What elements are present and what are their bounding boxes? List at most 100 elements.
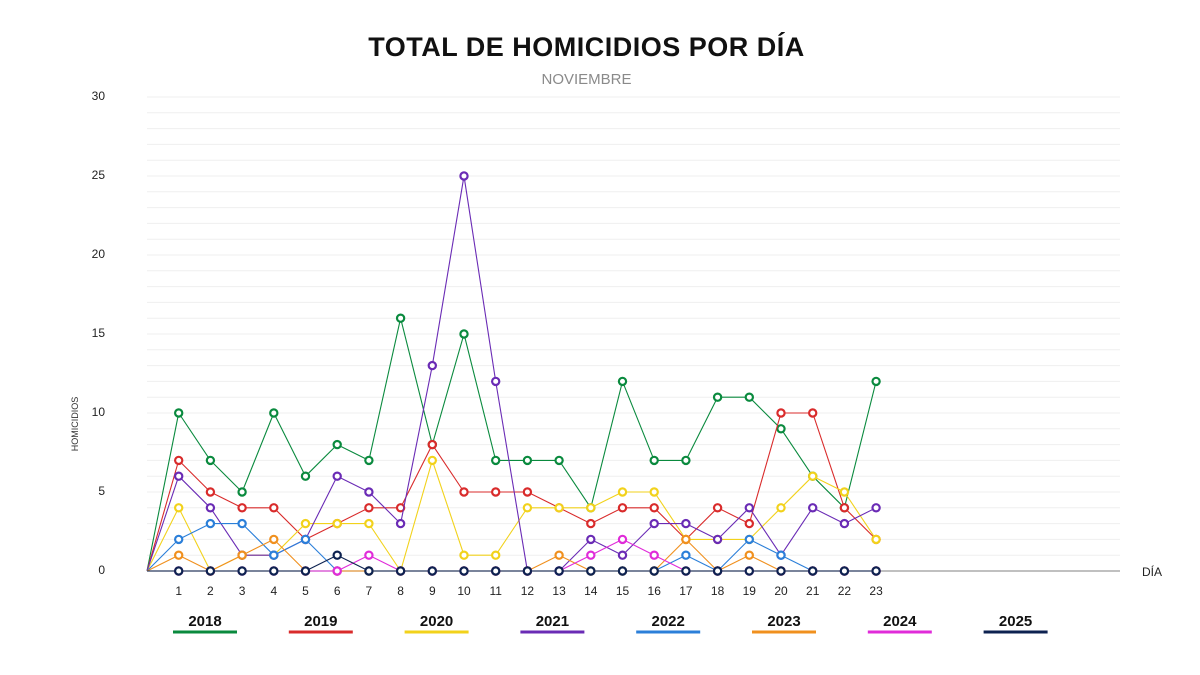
x-tick-label: 22 <box>838 584 852 598</box>
y-tick-labels: 0 5 10 15 20 25 30 <box>92 89 106 577</box>
x-tick-labels: 1 2 3 4 5 6 7 8 9 10 11 12 13 14 15 16 17 18 19 20 21 22 23 <box>175 584 883 598</box>
data-point-2018 <box>681 455 691 466</box>
legend-label: 2022 <box>652 613 685 630</box>
data-point-2024 <box>617 534 628 545</box>
data-point-2022 <box>744 534 755 545</box>
series-2021 <box>146 171 881 576</box>
data-point-2020 <box>364 518 374 529</box>
series-line-2019 <box>146 412 877 572</box>
data-point-2020 <box>808 471 818 481</box>
series-2020 <box>146 455 881 576</box>
x-tick-label: 13 <box>552 584 566 598</box>
data-point-2020 <box>617 487 628 497</box>
data-point-2020 <box>586 503 596 513</box>
y-tick-label: 10 <box>92 405 106 419</box>
data-point-2018 <box>364 455 374 466</box>
series-2018 <box>146 313 881 572</box>
x-tick-label: 21 <box>806 584 820 598</box>
legend-label: 2019 <box>304 613 337 630</box>
legend-item-2023: 2023 <box>752 613 816 634</box>
legend-item-2022: 2022 <box>636 613 701 634</box>
legend-item-2024: 2024 <box>867 613 932 634</box>
data-point-2021 <box>332 471 342 481</box>
x-tick-label: 1 <box>175 584 182 598</box>
data-point-2018 <box>871 376 881 387</box>
x-tick-label: 2 <box>207 584 214 598</box>
data-point-2021 <box>808 503 818 513</box>
data-point-2025 <box>395 566 406 576</box>
data-point-2025 <box>649 566 659 576</box>
data-point-2020 <box>839 487 850 497</box>
y-tick-label: 25 <box>92 168 106 182</box>
x-axis-title: DÍA <box>1142 564 1162 579</box>
legend-item-2021: 2021 <box>520 613 585 634</box>
data-point-2025 <box>871 566 881 576</box>
data-point-2025 <box>522 566 533 576</box>
data-point-2020 <box>776 503 786 513</box>
x-tick-label: 3 <box>239 584 246 598</box>
data-point-2020 <box>491 550 501 560</box>
data-point-2022 <box>300 534 311 545</box>
series-line-2021 <box>146 175 877 572</box>
data-point-2024 <box>586 550 596 560</box>
data-point-2021 <box>205 503 216 513</box>
y-tick-label: 20 <box>92 247 106 261</box>
data-point-2021 <box>744 503 755 513</box>
data-point-2021 <box>491 376 501 387</box>
data-point-2019 <box>712 503 723 513</box>
data-point-2019 <box>776 408 786 418</box>
data-point-2021 <box>364 487 374 497</box>
data-point-2021 <box>427 360 437 371</box>
data-point-2023 <box>554 550 564 560</box>
data-point-2020 <box>554 503 564 513</box>
data-point-2020 <box>459 550 469 560</box>
data-point-2021 <box>871 503 881 513</box>
data-point-2019 <box>839 503 850 513</box>
y-axis-title: HOMICIDIOS <box>70 397 80 452</box>
series-line-2025 <box>147 554 877 572</box>
data-point-2025 <box>427 566 437 576</box>
data-point-2020 <box>300 518 311 529</box>
x-tick-label: 14 <box>584 584 598 598</box>
data-point-2023 <box>744 550 755 560</box>
x-tick-label: 20 <box>774 584 788 598</box>
data-point-2018 <box>522 455 533 466</box>
x-tick-label: 6 <box>334 584 341 598</box>
data-point-2024 <box>332 566 342 576</box>
data-point-2025 <box>332 550 342 560</box>
data-point-2021 <box>681 518 691 529</box>
data-point-2025 <box>839 566 850 576</box>
data-point-2019 <box>173 455 184 466</box>
data-point-2023 <box>173 550 184 560</box>
data-point-2025 <box>459 566 469 576</box>
x-tick-label: 9 <box>429 584 436 598</box>
data-point-2020 <box>522 503 533 513</box>
x-tick-label: 17 <box>679 584 693 598</box>
data-point-2018 <box>712 392 723 402</box>
legend-item-2018: 2018 <box>173 613 237 634</box>
chart-title: TOTAL DE HOMICIDIOS POR DÍA <box>368 32 805 62</box>
data-point-2021 <box>649 518 659 529</box>
legend-label: 2023 <box>767 613 800 630</box>
x-tick-label: 23 <box>869 584 883 598</box>
data-point-2025 <box>681 566 691 576</box>
data-point-2021 <box>617 550 628 560</box>
data-point-2025 <box>173 566 184 576</box>
data-point-2022 <box>269 550 279 560</box>
data-point-2022 <box>681 550 691 560</box>
series-line-2018 <box>146 317 877 572</box>
x-tick-label: 11 <box>489 584 502 598</box>
data-point-2023 <box>237 550 247 560</box>
data-point-2025 <box>554 566 564 576</box>
x-tick-label: 15 <box>616 584 630 598</box>
y-tick-label: 30 <box>92 89 106 103</box>
data-point-2020 <box>871 534 881 545</box>
data-point-2018 <box>491 455 501 466</box>
data-point-2025 <box>744 566 755 576</box>
legend-label: 2021 <box>536 613 569 630</box>
data-point-2022 <box>776 550 786 560</box>
x-tick-label: 7 <box>366 584 373 598</box>
x-tick-label: 12 <box>521 584 535 598</box>
data-point-2025 <box>808 566 818 576</box>
